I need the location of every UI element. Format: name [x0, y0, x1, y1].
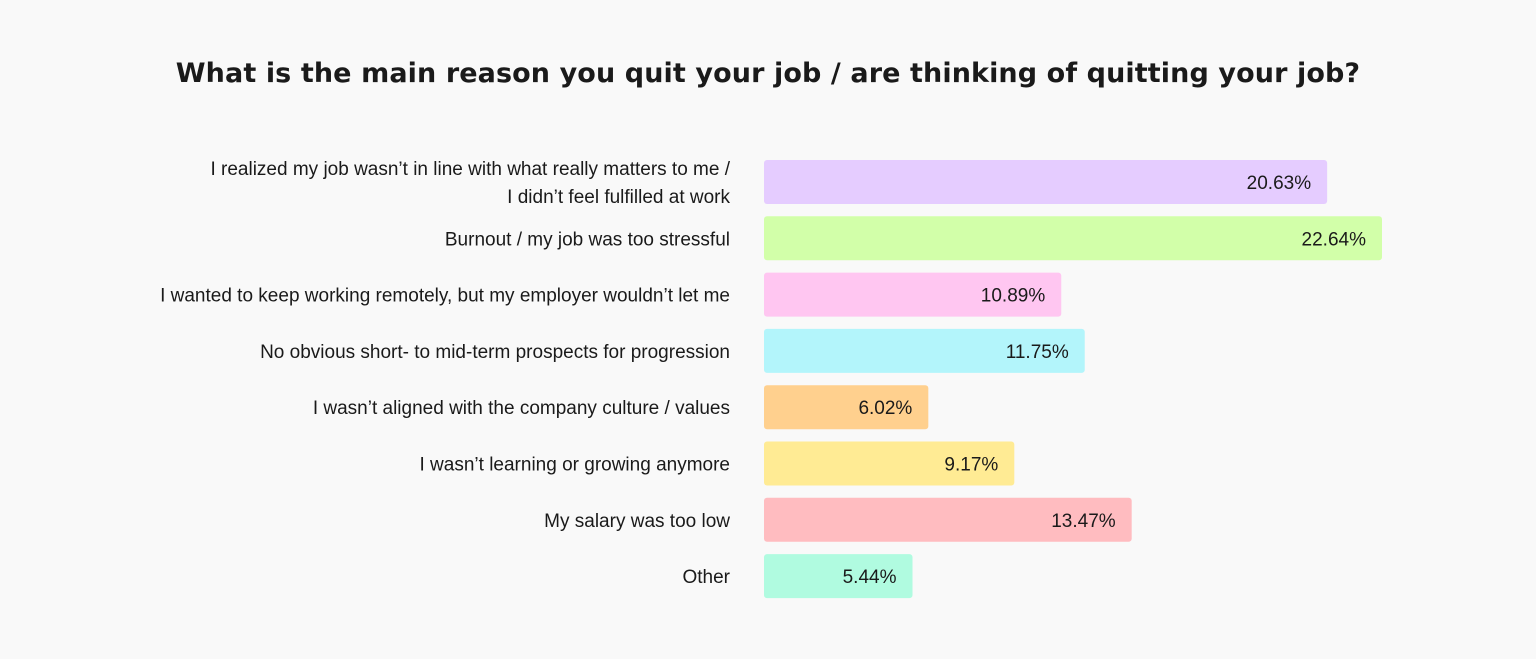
chart-title: What is the main reason you quit your jo…	[175, 58, 1361, 89]
category-label-3: No obvious short- to mid-term prospects …	[260, 342, 730, 363]
category-label-7: Other	[682, 567, 730, 588]
value-label-3: 11.75%	[1006, 342, 1069, 363]
value-label-0: 20.63%	[1247, 173, 1312, 194]
bar-3	[764, 328, 1085, 373]
category-label-4: I wasn’t aligned with the company cultur…	[313, 398, 730, 419]
category-label-0-line-0: I realized my job wasn’t in line with wh…	[210, 159, 730, 180]
category-label-2: I wanted to keep working remotely, but m…	[160, 286, 730, 307]
bar-1	[764, 216, 1382, 261]
value-label-4: 6.02%	[858, 398, 912, 419]
category-label-1: Burnout / my job was too stressful	[445, 229, 730, 250]
value-label-7: 5.44%	[843, 567, 897, 588]
category-label-6: My salary was too low	[544, 511, 730, 532]
value-label-1: 22.64%	[1302, 229, 1367, 250]
value-label-5: 9.17%	[944, 455, 998, 476]
value-label-6: 13.47%	[1051, 511, 1116, 532]
category-label-0-line-1: I didn’t feel fulfilled at work	[507, 187, 730, 208]
bar-7	[764, 554, 913, 599]
bar-5	[764, 441, 1015, 486]
bar-6	[764, 497, 1132, 542]
value-label-2: 10.89%	[981, 286, 1046, 307]
category-label-5: I wasn’t learning or growing anymore	[420, 455, 731, 476]
bar-0	[764, 160, 1328, 204]
bar-4	[764, 385, 929, 430]
bar-2	[764, 272, 1062, 317]
